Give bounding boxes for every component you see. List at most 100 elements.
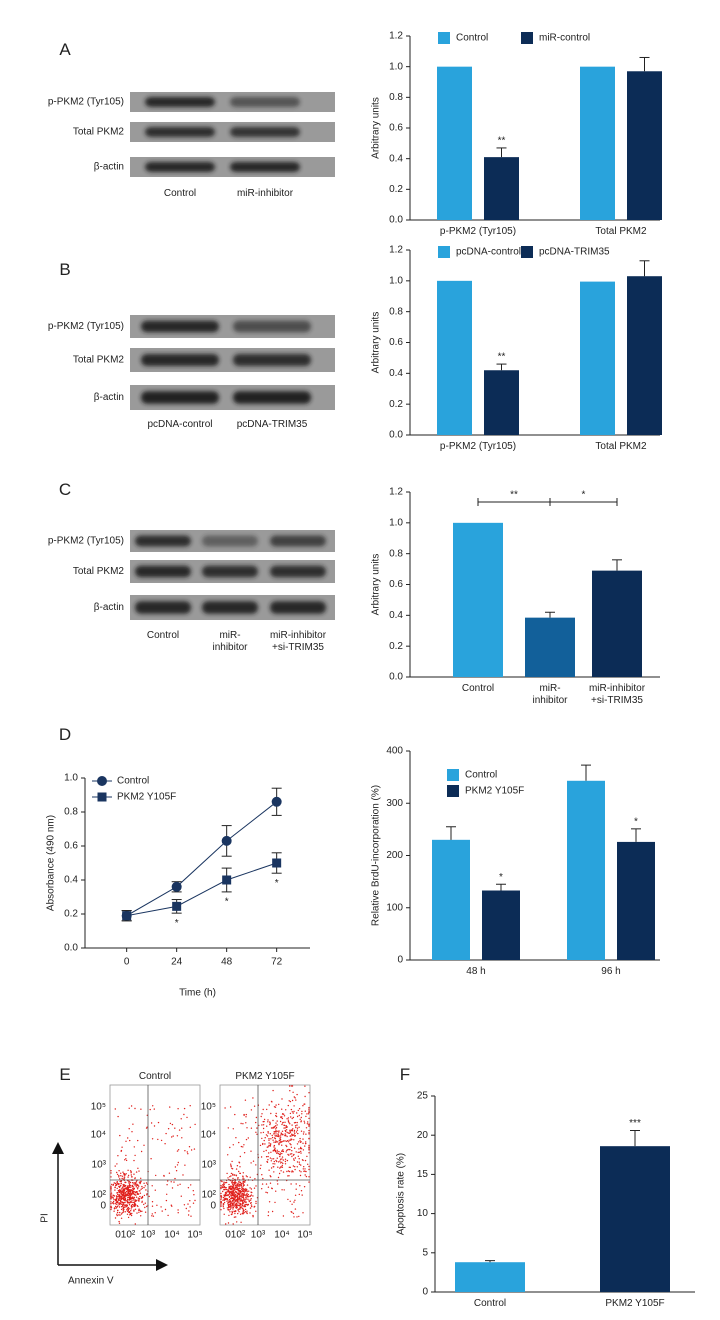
flow-dot bbox=[124, 1181, 127, 1184]
flow-dot bbox=[160, 1206, 162, 1208]
flow-dot bbox=[119, 1202, 122, 1205]
flow-dot bbox=[121, 1189, 123, 1192]
legend-swatch bbox=[521, 32, 533, 44]
flow-dot bbox=[192, 1202, 195, 1204]
flow-dot bbox=[236, 1200, 238, 1203]
flow-dot bbox=[243, 1152, 246, 1154]
flow-dot bbox=[120, 1196, 123, 1198]
flow-dot bbox=[240, 1196, 242, 1198]
flow-frame bbox=[109, 1084, 201, 1226]
flow-dot bbox=[140, 1177, 142, 1180]
flow-dot bbox=[238, 1141, 240, 1144]
flow-dot bbox=[289, 1149, 291, 1151]
flow-dot bbox=[227, 1207, 230, 1209]
flow-dot bbox=[280, 1116, 282, 1119]
flow-dot bbox=[245, 1190, 247, 1192]
flow-dot bbox=[287, 1104, 289, 1107]
blot-band bbox=[202, 601, 258, 614]
flow-dot bbox=[233, 1192, 235, 1195]
flow-dot bbox=[298, 1193, 300, 1196]
flow-dot bbox=[287, 1175, 289, 1177]
flow-dot bbox=[268, 1144, 270, 1147]
flow-dot bbox=[266, 1125, 268, 1127]
flow-dot bbox=[262, 1124, 265, 1126]
flow-dot bbox=[117, 1204, 119, 1206]
flow-dot bbox=[116, 1187, 118, 1190]
flow-dot bbox=[233, 1199, 236, 1201]
flow-dot bbox=[123, 1195, 126, 1197]
flow-dot bbox=[293, 1201, 295, 1203]
flow-dot bbox=[187, 1214, 190, 1216]
flow-dot bbox=[281, 1117, 284, 1120]
flow-dot bbox=[138, 1199, 140, 1201]
flow-dot bbox=[289, 1090, 291, 1092]
flow-dot bbox=[284, 1135, 287, 1137]
flow-dot bbox=[233, 1216, 236, 1218]
flow-dot bbox=[298, 1163, 301, 1165]
flow-dot bbox=[131, 1203, 134, 1206]
flow-dot bbox=[128, 1185, 131, 1187]
flow-dot bbox=[152, 1215, 155, 1217]
flow-dot bbox=[304, 1145, 306, 1147]
flow-dot bbox=[274, 1147, 276, 1150]
flow-dot bbox=[232, 1183, 234, 1186]
flow-dot bbox=[121, 1212, 124, 1214]
x-tick-label: Total PKM2 bbox=[595, 441, 647, 452]
flow-dot bbox=[302, 1159, 304, 1162]
legend-swatch bbox=[447, 785, 459, 797]
flow-dot bbox=[110, 1198, 112, 1200]
flow-dot bbox=[255, 1116, 258, 1119]
flow-dot bbox=[292, 1154, 295, 1156]
bar bbox=[627, 276, 662, 435]
flow-dot bbox=[124, 1197, 127, 1199]
flow-dot bbox=[242, 1197, 245, 1199]
y-tick-label: 0.0 bbox=[64, 943, 78, 954]
significance: * bbox=[175, 918, 179, 929]
flow-dot bbox=[165, 1132, 167, 1135]
flow-dot bbox=[273, 1146, 275, 1148]
flow-dot bbox=[126, 1200, 129, 1203]
flow-dot bbox=[229, 1146, 231, 1149]
flow-dot bbox=[241, 1206, 243, 1208]
flow-dot bbox=[186, 1116, 188, 1119]
flow-dot bbox=[223, 1213, 225, 1216]
flow-dot bbox=[180, 1118, 182, 1120]
flow-dot bbox=[153, 1108, 155, 1110]
flow-dot bbox=[293, 1129, 296, 1132]
flow-dot bbox=[280, 1166, 282, 1169]
flow-dot bbox=[256, 1127, 258, 1129]
flow-dot bbox=[306, 1113, 308, 1115]
flow-dot bbox=[270, 1167, 273, 1169]
flow-dot bbox=[288, 1139, 290, 1141]
flow-dot bbox=[296, 1093, 298, 1096]
flow-dot bbox=[184, 1150, 186, 1152]
bracket bbox=[549, 498, 618, 506]
flow-dot bbox=[272, 1163, 274, 1165]
flow-dot bbox=[275, 1127, 278, 1129]
flow-x-tick: 10⁵ bbox=[297, 1230, 312, 1241]
flow-dot bbox=[131, 1182, 134, 1184]
flow-dot bbox=[116, 1205, 119, 1208]
flow-dot bbox=[154, 1212, 156, 1214]
flow-dot bbox=[277, 1141, 279, 1143]
flow-dot bbox=[238, 1211, 240, 1213]
flow-dot bbox=[286, 1170, 288, 1173]
flow-dot bbox=[242, 1146, 244, 1148]
flow-dot bbox=[183, 1107, 186, 1110]
blot-band bbox=[145, 97, 215, 107]
flow-dot bbox=[127, 1191, 129, 1193]
legend-label: pcDNA-control bbox=[456, 247, 521, 258]
flow-dot bbox=[243, 1144, 245, 1146]
flow-dot bbox=[129, 1195, 131, 1198]
flow-dot bbox=[240, 1204, 242, 1206]
flow-dot bbox=[134, 1191, 136, 1193]
blot-band bbox=[202, 565, 258, 578]
flow-dot bbox=[296, 1127, 299, 1129]
flow-dot bbox=[114, 1189, 116, 1191]
x-tick-label: 0 bbox=[124, 957, 130, 968]
flow-dot bbox=[260, 1115, 262, 1118]
flow-dot bbox=[275, 1159, 277, 1162]
flow-dot bbox=[234, 1201, 236, 1203]
flow-dot bbox=[279, 1162, 282, 1164]
